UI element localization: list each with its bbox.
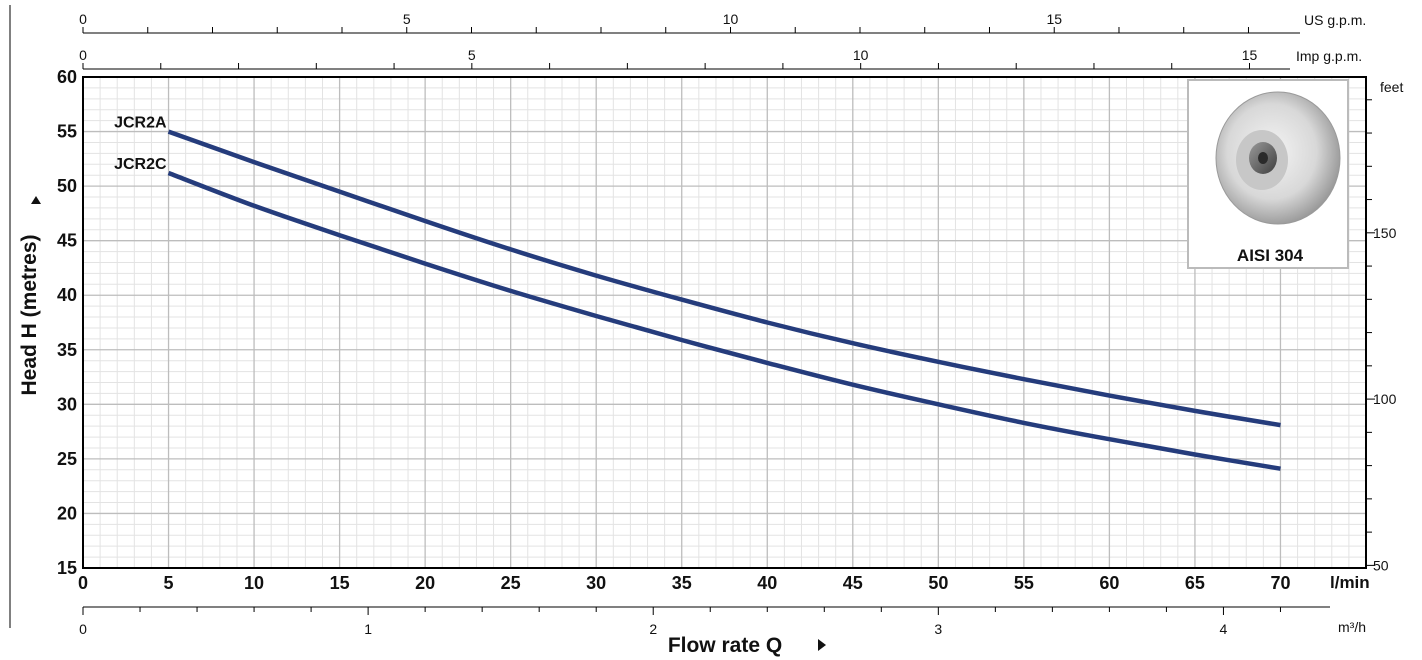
impeller-image <box>1215 91 1341 225</box>
top-axes: 0 5 10 15 0 5 10 15 <box>79 11 1300 70</box>
grid-minor <box>83 77 1366 568</box>
y-tick-label: 45 <box>57 231 77 251</box>
m3h-tick-label: 3 <box>934 621 942 637</box>
x-tick-label: 65 <box>1185 573 1205 593</box>
bottom-axis: 0 1 2 3 4 <box>79 606 1330 637</box>
x-tick-label: 50 <box>928 573 948 593</box>
y-axis-title: Head H (metres) <box>18 234 41 395</box>
x-tick-label: 30 <box>586 573 606 593</box>
x-tick-label: 0 <box>78 573 88 593</box>
series-line-jcr2a <box>167 129 1281 428</box>
us-gpm-axis-tick-label: 5 <box>403 11 411 27</box>
y-tick-label: 20 <box>57 503 77 523</box>
imp-gpm-axis-tick-label: 5 <box>468 47 476 63</box>
y-axis: 15 20 25 30 35 40 45 50 55 60 <box>57 67 77 578</box>
imp-gpm-axis-tick-label: 15 <box>1242 47 1258 63</box>
x-tick-label: 15 <box>330 573 350 593</box>
imp-gpm-axis-tick-label: 10 <box>853 47 869 63</box>
x-unit-label: l/min <box>1330 573 1370 592</box>
feet-unit: feet <box>1380 79 1403 95</box>
imp-gpm-unit: Imp g.p.m. <box>1296 48 1362 64</box>
inset-panel: AISI 304 <box>1187 79 1349 269</box>
feet-tick-label: 100 <box>1373 391 1397 407</box>
right-axis: 50 100 150 <box>1366 99 1397 573</box>
grid-major <box>83 77 1366 568</box>
m3h-tick-label: 1 <box>364 621 372 637</box>
series-label-jcr2c: JCR2C <box>114 156 167 173</box>
y-axis-arrow-icon <box>31 196 41 204</box>
series-line-jcr2c <box>167 170 1281 471</box>
us-gpm-axis-tick-label: 15 <box>1046 11 1062 27</box>
x-tick-label: 5 <box>164 573 174 593</box>
m3h-tick-label: 0 <box>79 621 87 637</box>
x-tick-label: 55 <box>1014 573 1034 593</box>
y-tick-label: 50 <box>57 176 77 196</box>
y-tick-label: 35 <box>57 340 77 360</box>
us-gpm-axis-tick-label: 0 <box>79 11 87 27</box>
x-axis: 0 5 10 15 20 25 30 35 40 45 50 55 60 65 70 <box>78 573 1290 593</box>
x-tick-label: 45 <box>843 573 863 593</box>
us-gpm-unit: US g.p.m. <box>1304 12 1366 28</box>
m3h-unit: m³/h <box>1338 619 1366 635</box>
x-axis-title: Flow rate Q <box>668 634 782 657</box>
y-tick-label: 30 <box>57 394 77 414</box>
x-tick-label: 10 <box>244 573 264 593</box>
x-axis-arrow-icon <box>818 639 826 651</box>
y-tick-label: 15 <box>57 558 77 578</box>
us-gpm-axis-tick-label: 10 <box>723 11 739 27</box>
x-tick-label: 40 <box>757 573 777 593</box>
inset-label: AISI 304 <box>1237 246 1304 265</box>
y-tick-label: 25 <box>57 449 77 469</box>
feet-tick-label: 150 <box>1373 225 1397 241</box>
x-tick-label: 35 <box>672 573 692 593</box>
series-label-jcr2a: JCR2A <box>114 115 167 132</box>
x-tick-label: 20 <box>415 573 435 593</box>
m3h-tick-label: 4 <box>1220 621 1228 637</box>
x-tick-label: 60 <box>1099 573 1119 593</box>
plot-frame <box>82 76 1367 569</box>
y-tick-label: 60 <box>57 67 77 87</box>
x-tick-label: 25 <box>501 573 521 593</box>
y-tick-label: 55 <box>57 122 77 142</box>
m3h-tick-label: 2 <box>649 621 657 637</box>
y-tick-label: 40 <box>57 285 77 305</box>
imp-gpm-axis-tick-label: 0 <box>79 47 87 63</box>
feet-tick-label: 50 <box>1373 557 1389 573</box>
series: JCR2A JCR2C <box>114 115 1281 471</box>
x-tick-label: 70 <box>1270 573 1290 593</box>
